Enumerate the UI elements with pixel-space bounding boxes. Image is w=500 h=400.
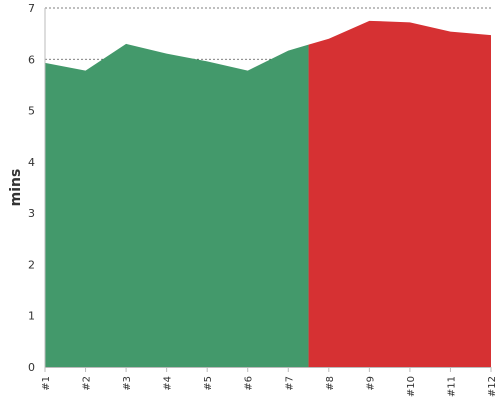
x-tick-label: #5 bbox=[203, 376, 214, 391]
axes bbox=[44, 8, 491, 368]
x-tick-label: #4 bbox=[163, 376, 174, 391]
x-tick-label: #8 bbox=[325, 376, 336, 391]
x-tick-label: #1 bbox=[41, 376, 52, 391]
area-segment-red bbox=[308, 20, 491, 367]
y-tick-label: 7 bbox=[28, 2, 35, 15]
y-tick-label: 6 bbox=[28, 53, 35, 66]
y-tick-label: 3 bbox=[28, 207, 35, 220]
area-series bbox=[45, 20, 491, 368]
y-tick-label: 0 bbox=[28, 361, 35, 374]
x-tick-label: #2 bbox=[82, 376, 93, 391]
y-tick-label: 2 bbox=[28, 258, 35, 271]
x-tick-label: #11 bbox=[446, 376, 457, 397]
x-tick-label: #3 bbox=[122, 376, 133, 391]
y-tick-label: 4 bbox=[28, 156, 35, 169]
x-tick-label: #12 bbox=[487, 376, 498, 397]
y-tick-label: 5 bbox=[28, 105, 35, 118]
x-tick-label: #10 bbox=[406, 376, 417, 397]
x-axis-ticks: #1 #2 #3 #4 #5 #6 #7 #8 #9 #10 #11 #12 bbox=[41, 367, 498, 397]
x-tick-label: #6 bbox=[244, 376, 255, 391]
y-axis-title: mins bbox=[8, 169, 24, 207]
y-tick-label: 1 bbox=[28, 310, 35, 323]
x-tick-label: #9 bbox=[365, 376, 376, 391]
y-axis-ticks: 0 1 2 3 4 5 6 7 bbox=[28, 2, 35, 374]
x-tick-label: #7 bbox=[284, 376, 295, 391]
area-segment-green bbox=[45, 43, 309, 368]
